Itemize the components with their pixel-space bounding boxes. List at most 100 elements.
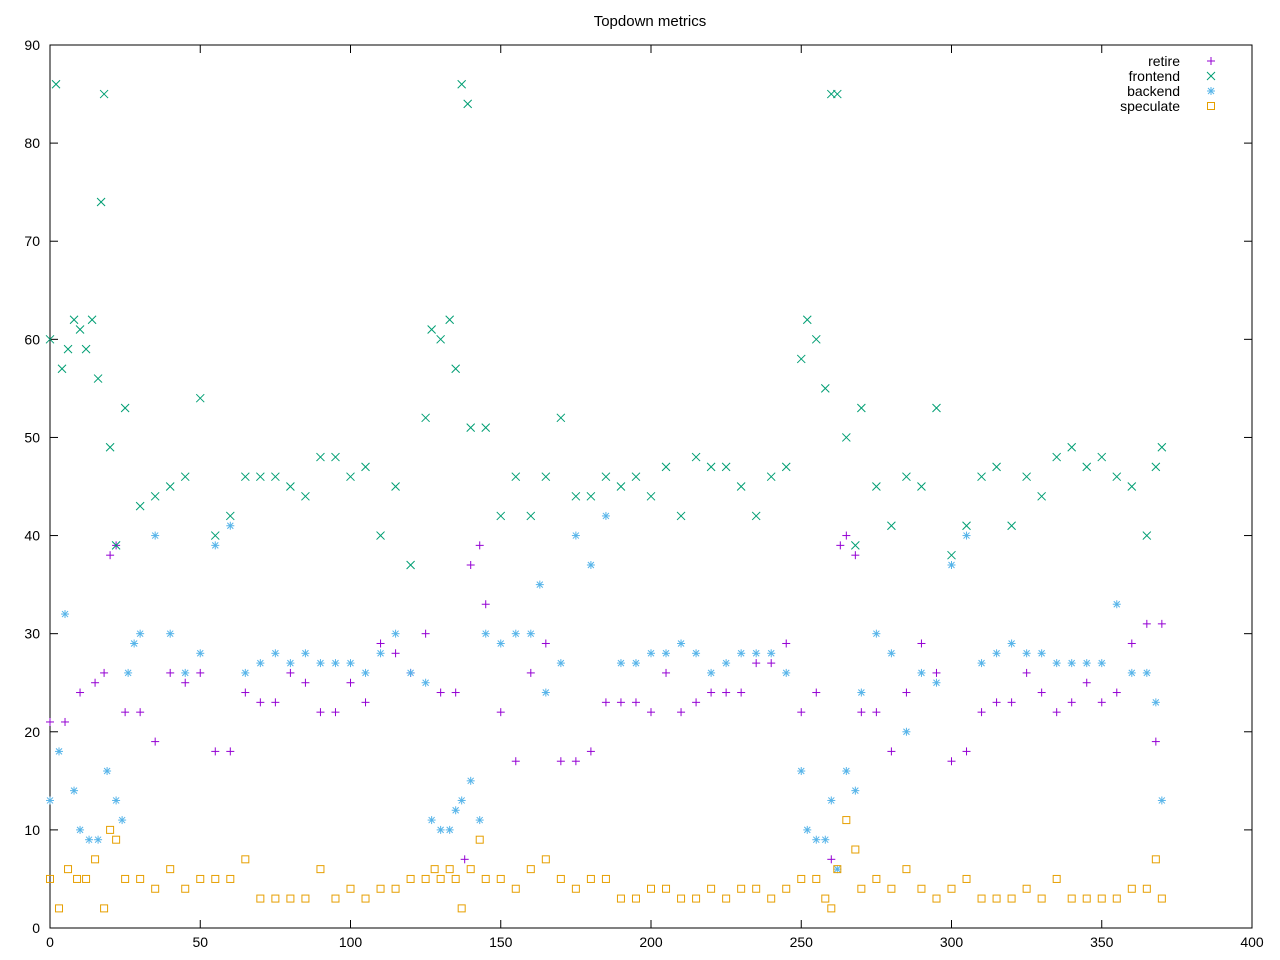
y-tick-label: 90 (24, 37, 40, 53)
speculate-point (692, 894, 701, 903)
frontend-point (1022, 472, 1031, 482)
frontend-point (601, 472, 611, 482)
backend-point (662, 649, 671, 658)
retire-point (571, 757, 580, 766)
backend-point (421, 678, 430, 687)
retire-point (782, 639, 791, 648)
backend-point (226, 521, 235, 530)
backend-point (1022, 649, 1031, 658)
frontend-point (661, 462, 671, 472)
retire-point (316, 708, 325, 717)
speculate-point (241, 855, 250, 864)
frontend-point (646, 491, 656, 501)
frontend-point (616, 482, 626, 491)
backend-point (361, 668, 370, 677)
frontend-point (255, 472, 265, 482)
frontend-point (721, 462, 731, 472)
y-tick-label: 80 (24, 135, 40, 151)
retire-point (601, 698, 610, 707)
frontend-point (1097, 452, 1107, 462)
frontend-point (917, 482, 926, 491)
frontend-point (271, 472, 280, 482)
backend-point (331, 659, 340, 668)
speculate-point (112, 835, 121, 844)
speculate-point (457, 904, 466, 913)
frontend-point (856, 403, 866, 413)
speculate-point (466, 865, 475, 874)
frontend-point (496, 511, 506, 521)
backend-point (181, 668, 190, 677)
retire-point (631, 698, 640, 707)
frontend-point (1151, 462, 1161, 472)
retire-point (541, 639, 550, 648)
speculate-point (136, 874, 145, 883)
frontend-point (481, 423, 491, 432)
retire-point (836, 541, 845, 550)
speculate-point (586, 874, 595, 883)
frontend-point (1127, 482, 1137, 491)
retire-point (511, 757, 520, 766)
backend-point (61, 610, 70, 619)
retire-point (1142, 619, 1151, 628)
backend-point (722, 659, 731, 668)
backend-point (466, 776, 475, 785)
backend-point (767, 649, 776, 658)
backend-point (992, 649, 1001, 658)
axis-ticks: 0 50 100 150 200 250 300 350 400 0 10 20 30 40 50 60 70 8… (24, 37, 1263, 950)
backend-point (271, 649, 280, 658)
speculate-point (571, 884, 580, 893)
backend-point (85, 835, 94, 844)
retire-point (436, 688, 445, 697)
retire-point (616, 698, 625, 707)
retire-point (496, 708, 505, 717)
backend-point (797, 767, 806, 776)
retire-point (947, 757, 956, 766)
speculate-point (1157, 894, 1166, 903)
speculate-point (833, 865, 842, 874)
retire-point (526, 668, 535, 677)
frontend-point (781, 462, 791, 472)
backend-point (833, 865, 842, 874)
backend-point (346, 659, 355, 668)
backend-point (616, 659, 625, 668)
retire-point (91, 678, 100, 687)
y-tick-label: 0 (32, 920, 40, 936)
legend-marker-frontend (1206, 71, 1216, 81)
retire-point (1037, 688, 1046, 697)
backend-point (1151, 698, 1160, 707)
retire-point (211, 747, 220, 756)
speculate-point (917, 884, 926, 893)
speculate-point (752, 884, 761, 893)
speculate-point (526, 865, 535, 874)
retire-point (767, 659, 776, 668)
frontend-point (706, 462, 716, 472)
speculate-point (851, 845, 860, 854)
backend-point (535, 580, 544, 589)
frontend-point (872, 482, 881, 491)
backend-point (541, 688, 550, 697)
legend-marker-speculate (1207, 102, 1215, 110)
backend-point (256, 659, 265, 668)
frontend-point (316, 452, 325, 462)
series-frontend (45, 79, 1167, 570)
frontend-point (992, 462, 1001, 472)
retire-point (331, 708, 340, 717)
y-tick-label: 30 (24, 626, 40, 642)
backend-point (301, 649, 310, 658)
frontend-point (802, 315, 812, 325)
retire-point (196, 668, 205, 677)
backend-point (55, 747, 64, 756)
frontend-point (93, 374, 103, 383)
retire-point (752, 659, 761, 668)
frontend-point (57, 364, 67, 374)
backend-point (451, 806, 460, 815)
retire-point (226, 747, 235, 756)
speculate-point (481, 874, 490, 883)
speculate-point (406, 874, 415, 883)
retire-point (181, 678, 190, 687)
backend-point (917, 668, 926, 677)
speculate-point (932, 894, 941, 903)
speculate-point (166, 865, 175, 874)
speculate-point (496, 874, 505, 883)
frontend-point (962, 521, 971, 531)
